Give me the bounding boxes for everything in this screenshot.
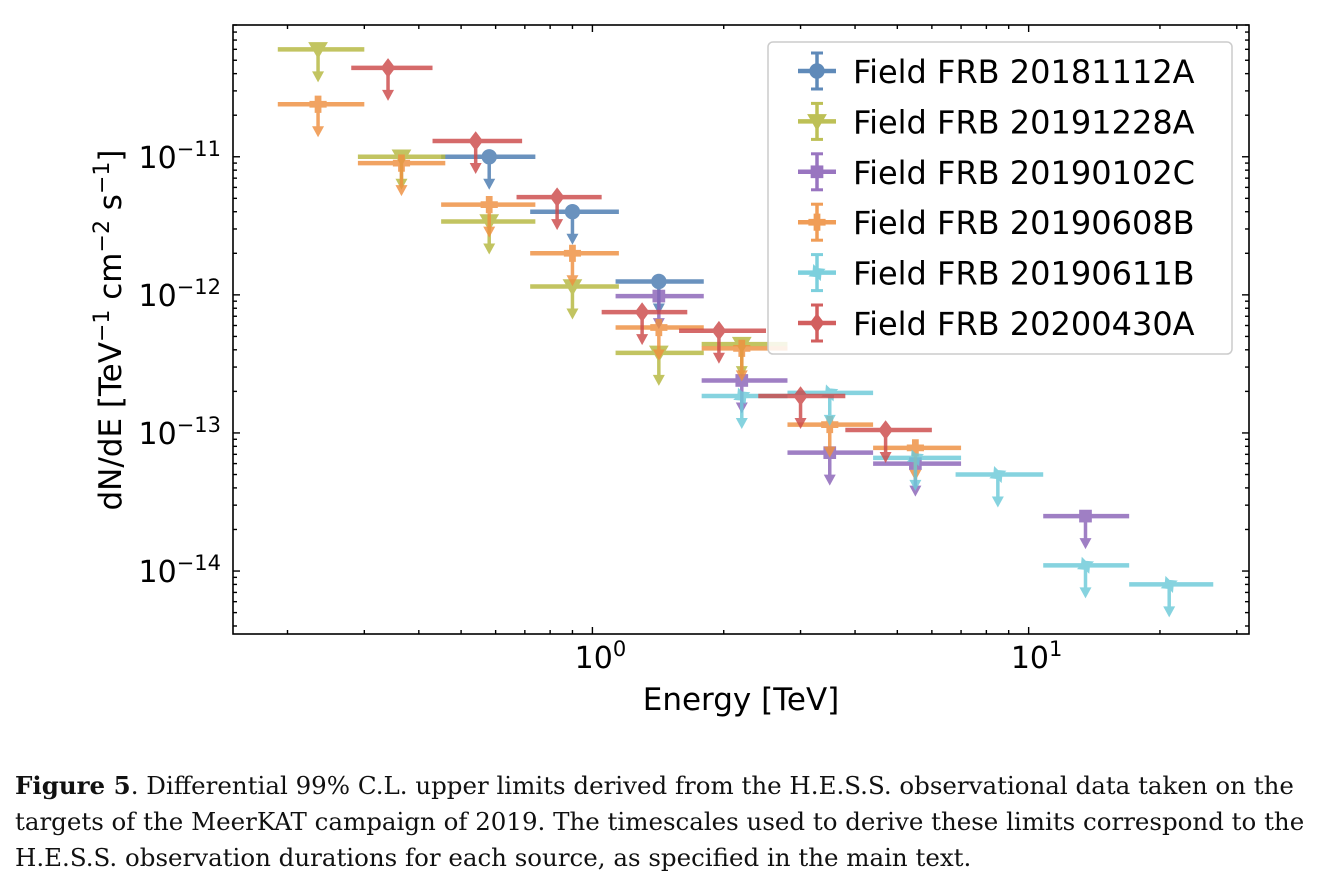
data-point: [1160, 575, 1178, 593]
data-point: [711, 320, 727, 341]
legend-label: Field FRB 20190102C: [853, 154, 1195, 192]
data-point: [308, 42, 328, 59]
legend-entry: [798, 101, 836, 141]
y-tick-label: 10−12: [138, 275, 221, 314]
data-point: [380, 58, 396, 78]
series-6: [351, 58, 932, 464]
upper-limit-arrowhead: [395, 185, 408, 197]
upper-limit-arrowhead: [312, 126, 325, 138]
upper-limit-arrowhead: [382, 89, 395, 101]
legend-entry: [798, 253, 836, 293]
upper-limit-arrowhead: [1163, 606, 1176, 618]
upper-limit-arrowhead: [652, 374, 665, 386]
data-point: [481, 149, 497, 165]
legend-entry: [798, 303, 836, 343]
legend-marker: [808, 213, 826, 231]
legend-marker: [810, 165, 824, 179]
upper-limit-arrowhead: [483, 243, 496, 255]
figure-caption: Figure 5. Differential 99% C.L. upper li…: [15, 768, 1325, 876]
data-point: [906, 449, 924, 467]
upper-limit-arrowhead: [551, 219, 564, 231]
upper-limit-arrowhead: [566, 308, 579, 320]
x-tick-label: 101: [1011, 637, 1063, 676]
upper-limit-arrowhead: [794, 418, 807, 430]
axis-ticks: 10−14 10−13 10−12 10−11 100 101: [138, 24, 1249, 676]
upper-limit-arrowhead: [909, 485, 922, 497]
legend-label: Field FRB 20190611B: [853, 255, 1195, 293]
data-point: [468, 131, 484, 151]
upper-limit-arrowhead: [823, 474, 836, 486]
upper-limit-arrowhead: [566, 275, 579, 287]
legend-marker: [807, 114, 827, 131]
legend: Field FRB 20181112A Field FRB 20191228A Fi…: [767, 41, 1233, 355]
data-point: [634, 302, 650, 322]
legend-marker: [808, 264, 826, 282]
legend-marker: [809, 313, 825, 333]
upper-limit-arrowhead: [483, 226, 496, 238]
upper-limit-arrowhead: [909, 479, 922, 491]
data-point: [651, 273, 667, 290]
legend-entry: [798, 51, 836, 91]
data-point: [392, 154, 411, 172]
data-point: [793, 386, 808, 406]
data-point: [549, 187, 565, 207]
y-axis-label: dN/dE [TeV−1 cm−2 s−1]: [90, 149, 130, 510]
legend-label: Field FRB 20200430A: [853, 305, 1195, 343]
data-point: [564, 204, 581, 220]
legend-entry: [798, 202, 836, 242]
upper-limit-arrowhead: [1079, 587, 1092, 599]
plot-frame: [232, 24, 1250, 635]
data-point: [480, 196, 498, 214]
legend-label: Field FRB 20181112A: [853, 53, 1195, 91]
chart-marks: [277, 42, 1214, 618]
upper-limit-arrowhead: [483, 178, 496, 190]
x-axis-label: Energy [TeV]: [643, 682, 840, 718]
data-point: [1076, 556, 1095, 574]
upper-limit-arrowhead: [652, 349, 665, 361]
upper-limit-arrowhead: [312, 71, 325, 83]
caption-text: . Differential 99% C.L. upper limits der…: [15, 771, 1305, 872]
upper-limit-arrowhead: [823, 414, 836, 426]
legend-label: Field FRB 20190608B: [853, 204, 1195, 242]
legend-label: Field FRB 20191228A: [853, 103, 1195, 141]
data-point: [1079, 509, 1092, 523]
upper-limit-arrowhead: [636, 334, 649, 346]
upper-limit-arrowhead: [991, 496, 1004, 508]
chart: 10−14 10−13 10−12 10−11 100 101 Field FRB 201…: [90, 24, 1250, 718]
upper-limit-arrowhead: [735, 370, 748, 382]
y-tick-label: 10−11: [138, 137, 221, 176]
upper-limit-arrowhead: [879, 452, 892, 464]
data-point: [563, 244, 582, 262]
legend-frame: [767, 41, 1233, 355]
x-tick-label: 100: [575, 637, 627, 676]
series-2: [277, 42, 788, 386]
upper-limit-arrowhead: [566, 233, 579, 245]
y-tick-label: 10−14: [138, 551, 221, 590]
upper-limit-arrowhead: [735, 418, 748, 430]
upper-limit-arrowhead: [712, 352, 725, 364]
caption-label: Figure 5: [15, 771, 131, 800]
data-point: [650, 318, 668, 337]
legend-entry: [798, 152, 836, 192]
data-point: [733, 339, 751, 357]
upper-limit-arrowhead: [1079, 538, 1092, 550]
upper-limit-arrowhead: [469, 163, 482, 175]
data-point: [989, 465, 1007, 484]
data-point: [309, 95, 327, 113]
data-point: [652, 289, 666, 303]
y-tick-label: 10−13: [138, 413, 221, 452]
data-point: [733, 387, 751, 405]
data-point: [878, 420, 893, 440]
legend-marker: [809, 63, 825, 79]
upper-limit-arrowhead: [823, 446, 836, 458]
series-5: [701, 384, 1214, 618]
